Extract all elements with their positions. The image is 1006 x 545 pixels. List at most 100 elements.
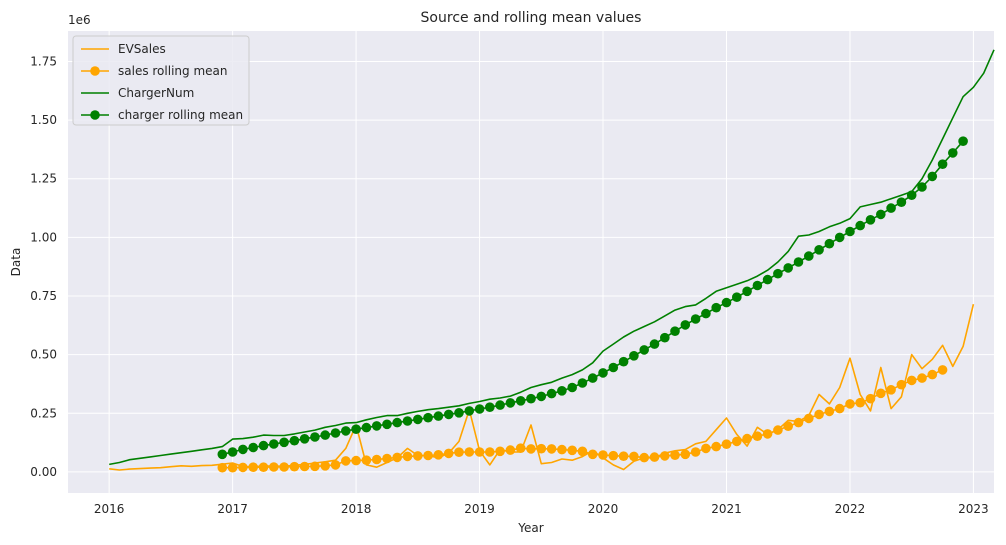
data-point-sales-rolling-mean-62 (855, 397, 865, 408)
series-layer (109, 49, 995, 473)
data-point-charger-rolling-mean-13 (351, 424, 361, 435)
data-point-charger-rolling-mean-60 (834, 232, 845, 243)
data-point-charger-rolling-mean-24 (464, 406, 475, 416)
data-point-charger-rolling-mean-68 (917, 182, 927, 192)
x-tick-label-2017: 2017 (217, 502, 248, 516)
data-point-charger-rolling-mean-67 (906, 190, 917, 200)
data-point-charger-rolling-mean-33 (557, 386, 567, 396)
data-point-charger-rolling-mean-7 (289, 435, 300, 446)
data-point-charger-rolling-mean-56 (793, 257, 804, 267)
data-point-charger-rolling-mean-0 (217, 449, 228, 460)
data-point-charger-rolling-mean-50 (732, 292, 742, 303)
y-offset-label: 1e6 (68, 13, 91, 27)
series-sales-rolling-mean (217, 365, 948, 473)
data-point-charger-rolling-mean-8 (299, 434, 310, 444)
data-point-charger-rolling-mean-37 (598, 368, 608, 378)
data-point-sales-rolling-mean-26 (485, 447, 495, 457)
data-point-charger-rolling-mean-14 (361, 422, 372, 433)
data-point-sales-rolling-mean-32 (546, 444, 557, 454)
data-point-sales-rolling-mean-20 (423, 450, 433, 461)
data-point-sales-rolling-mean-45 (680, 449, 691, 460)
data-point-charger-rolling-mean-21 (433, 411, 444, 421)
data-point-sales-rolling-mean-33 (557, 444, 567, 455)
data-point-sales-rolling-mean-59 (824, 406, 835, 417)
data-point-charger-rolling-mean-62 (855, 220, 865, 231)
data-point-sales-rolling-mean-10 (320, 461, 331, 471)
series-line-chargernum (109, 49, 995, 466)
data-point-charger-rolling-mean-31 (536, 391, 547, 402)
y-tick-label-1.50: 1.50 (30, 113, 57, 127)
data-point-sales-rolling-mean-22 (443, 448, 454, 459)
data-point-sales-rolling-mean-31 (536, 443, 547, 454)
data-point-sales-rolling-mean-1 (227, 462, 238, 473)
data-point-charger-rolling-mean-36 (587, 373, 598, 383)
legend-label-evsales: EVSales (118, 42, 166, 56)
data-point-sales-rolling-mean-60 (834, 403, 845, 414)
x-tick-label-2022: 2022 (835, 502, 866, 516)
y-axis-label: Data (9, 248, 23, 277)
x-tick-label-2023: 2023 (958, 502, 989, 516)
data-point-charger-rolling-mean-66 (896, 197, 907, 207)
y-tick-labels: 0.00 0.25 0.50 0.75 1.00 1.25 1.50 1.75 (30, 54, 57, 478)
data-point-sales-rolling-mean-27 (495, 446, 505, 457)
data-point-charger-rolling-mean-17 (392, 417, 403, 428)
data-point-sales-rolling-mean-24 (464, 447, 475, 457)
y-tick-label-0.00: 0.00 (30, 465, 57, 479)
data-point-charger-rolling-mean-5 (269, 439, 279, 449)
data-point-charger-rolling-mean-15 (371, 421, 382, 431)
x-tick-label-2020: 2020 (588, 502, 619, 516)
data-point-charger-rolling-mean-44 (670, 326, 680, 337)
data-point-charger-rolling-mean-35 (577, 378, 588, 388)
data-point-charger-rolling-mean-11 (330, 428, 341, 438)
data-point-sales-rolling-mean-47 (701, 443, 711, 454)
legend-label-charger-rolling-mean: charger rolling mean (118, 108, 243, 122)
data-point-sales-rolling-mean-42 (649, 452, 660, 462)
legend-marker-sales-rolling-mean (90, 66, 100, 76)
data-point-charger-rolling-mean-57 (804, 251, 814, 261)
data-point-sales-rolling-mean-48 (711, 441, 721, 452)
y-tick-label-1.00: 1.00 (30, 230, 57, 244)
data-point-sales-rolling-mean-15 (371, 454, 382, 465)
y-tick-label-1.25: 1.25 (30, 172, 57, 186)
data-point-sales-rolling-mean-28 (505, 445, 516, 455)
y-tick-label-1.75: 1.75 (30, 54, 57, 68)
data-point-charger-rolling-mean-41 (639, 345, 649, 355)
data-point-sales-rolling-mean-23 (454, 447, 464, 458)
data-point-sales-rolling-mean-38 (608, 450, 619, 461)
data-point-sales-rolling-mean-65 (886, 385, 896, 395)
data-point-sales-rolling-mean-43 (660, 451, 670, 461)
legend-marker-charger-rolling-mean (90, 110, 100, 120)
data-point-sales-rolling-mean-70 (937, 365, 948, 375)
data-point-charger-rolling-mean-55 (783, 263, 793, 273)
data-point-charger-rolling-mean-22 (443, 409, 454, 420)
data-point-charger-rolling-mean-20 (423, 412, 433, 423)
data-point-sales-rolling-mean-41 (639, 452, 649, 463)
data-point-sales-rolling-mean-68 (917, 373, 927, 383)
data-point-charger-rolling-mean-59 (824, 238, 835, 249)
data-point-charger-rolling-mean-46 (690, 314, 701, 324)
data-point-charger-rolling-mean-49 (721, 297, 732, 308)
y-tick-label-0.50: 0.50 (30, 348, 57, 362)
data-point-sales-rolling-mean-13 (351, 455, 361, 466)
data-point-charger-rolling-mean-27 (495, 400, 505, 410)
data-point-sales-rolling-mean-61 (845, 399, 855, 409)
data-point-charger-rolling-mean-28 (505, 398, 516, 408)
x-tick-label-2021: 2021 (711, 502, 742, 516)
data-point-charger-rolling-mean-53 (762, 274, 773, 285)
data-point-sales-rolling-mean-8 (299, 461, 310, 472)
data-point-sales-rolling-mean-54 (773, 425, 783, 435)
data-point-sales-rolling-mean-30 (526, 444, 536, 454)
data-point-sales-rolling-mean-35 (577, 446, 588, 457)
data-point-sales-rolling-mean-56 (793, 417, 804, 428)
data-point-charger-rolling-mean-3 (248, 442, 258, 453)
data-point-sales-rolling-mean-44 (670, 450, 680, 461)
data-point-charger-rolling-mean-19 (413, 414, 423, 425)
data-point-sales-rolling-mean-58 (814, 409, 824, 420)
data-point-sales-rolling-mean-9 (310, 461, 320, 472)
data-point-sales-rolling-mean-34 (567, 445, 577, 456)
x-axis-label: Year (517, 521, 543, 535)
data-point-charger-rolling-mean-23 (454, 408, 464, 418)
series-charger-rolling-mean (217, 136, 968, 460)
data-point-sales-rolling-mean-2 (238, 462, 248, 473)
data-point-sales-rolling-mean-37 (598, 450, 608, 460)
